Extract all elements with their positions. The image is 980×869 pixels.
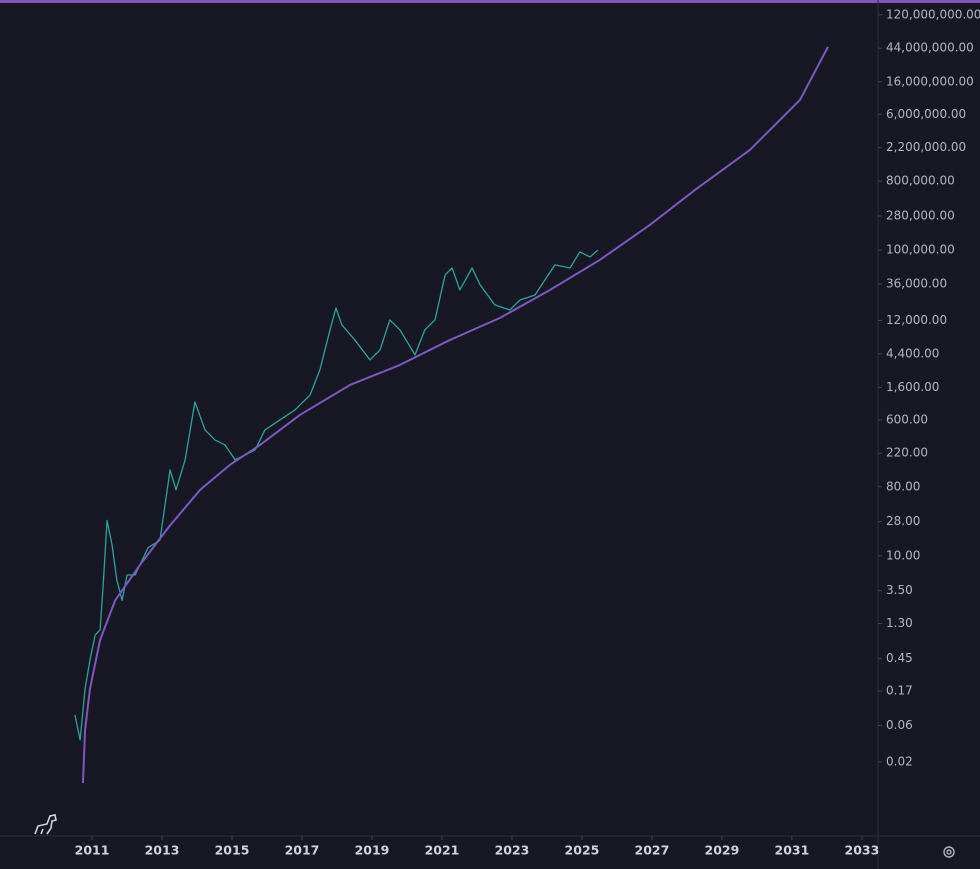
y-tick-label: 28.00 bbox=[886, 514, 920, 528]
y-tick-label: 44,000,000.00 bbox=[886, 41, 974, 55]
y-tick-label: 1.30 bbox=[886, 616, 913, 630]
y-tick-label: 800,000.00 bbox=[886, 174, 955, 188]
y-tick-label: 3.50 bbox=[886, 583, 913, 597]
y-tick-label: 100,000.00 bbox=[886, 243, 955, 257]
y-tick-label: 4,400.00 bbox=[886, 346, 939, 360]
y-tick-label: 0.45 bbox=[886, 651, 913, 665]
y-tick-label: 12,000.00 bbox=[886, 313, 947, 327]
logo bbox=[34, 814, 57, 835]
x-tick-label: 2015 bbox=[215, 843, 250, 858]
x-tick-label: 2019 bbox=[355, 843, 390, 858]
y-tick-label: 1,600.00 bbox=[886, 380, 939, 394]
y-tick-label: 80.00 bbox=[886, 479, 920, 493]
y-tick-label: 120,000,000.00 bbox=[886, 7, 980, 21]
top-bar bbox=[0, 0, 980, 3]
y-tick-label: 0.02 bbox=[886, 754, 913, 768]
y-tick-label: 16,000,000.00 bbox=[886, 74, 974, 88]
x-tick-label: 2011 bbox=[75, 843, 110, 858]
y-tick-label: 10.00 bbox=[886, 548, 920, 562]
trend-curve bbox=[81, 46, 829, 784]
x-tick-label: 2017 bbox=[285, 843, 320, 858]
settings-icon[interactable] bbox=[943, 846, 955, 858]
y-tick-label: 280,000.00 bbox=[886, 208, 955, 222]
y-tick-label: 2,200,000.00 bbox=[886, 140, 966, 154]
y-tick-label: 600.00 bbox=[886, 412, 928, 426]
x-tick-label: 2013 bbox=[145, 843, 180, 858]
x-tick-label: 2027 bbox=[635, 843, 670, 858]
y-tick-label: 220.00 bbox=[886, 446, 928, 460]
x-tick-label: 2023 bbox=[495, 843, 530, 858]
y-tick-label: 36,000.00 bbox=[886, 277, 947, 291]
y-tick-label: 0.17 bbox=[886, 683, 913, 697]
price-line bbox=[74, 249, 599, 741]
x-tick-label: 2031 bbox=[775, 843, 810, 858]
plot-area: 120,000,000.00 44,000,000.00 16,000,000.00… bbox=[74, 7, 980, 858]
x-tick-label: 2033 bbox=[845, 843, 880, 858]
x-tick-label: 2021 bbox=[425, 843, 460, 858]
x-tick-label: 2025 bbox=[565, 843, 600, 858]
x-tick-label: 2029 bbox=[705, 843, 740, 858]
y-tick-label: 6,000,000.00 bbox=[886, 107, 966, 121]
y-tick-label: 0.06 bbox=[886, 718, 913, 732]
